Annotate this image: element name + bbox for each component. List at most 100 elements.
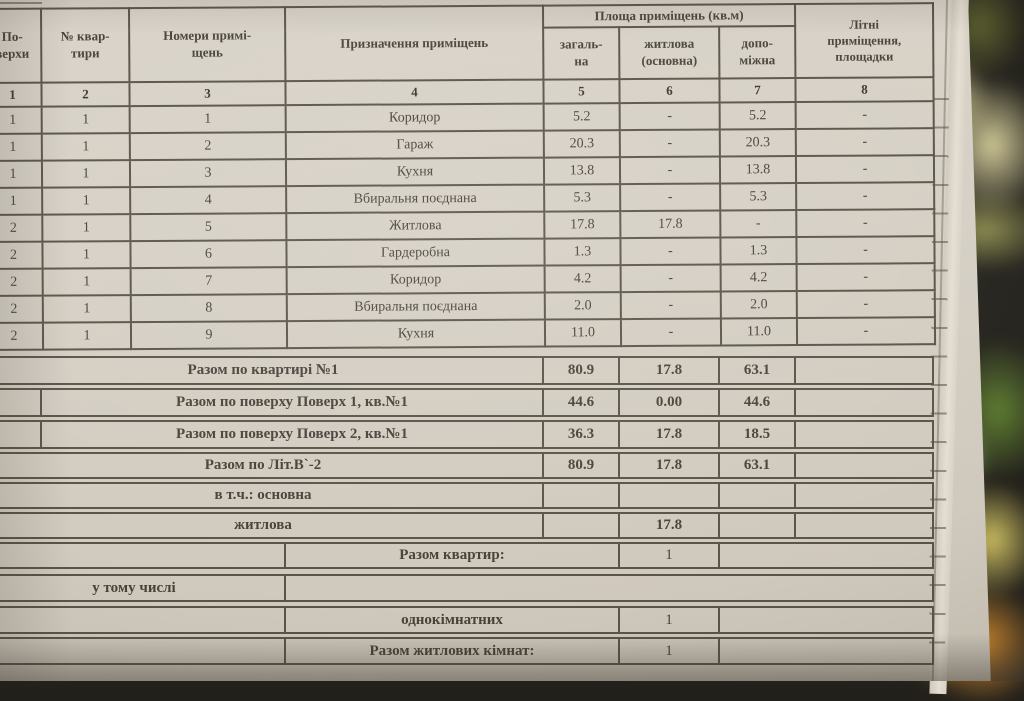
count-apartments: Разом квартир: 1 — [0, 542, 934, 569]
summary-aux — [718, 482, 796, 509]
top-edge-line — [0, 2, 42, 4]
cell-summer-area: - — [795, 155, 935, 184]
summary-total: 80.9 — [542, 452, 620, 479]
summary-total: 44.6 — [542, 388, 620, 417]
count-label: у тому числі — [0, 574, 286, 602]
summary-summer — [794, 512, 934, 539]
header-floors: По- верхи — [0, 8, 42, 83]
spacer-cell — [0, 637, 286, 665]
header-living: житлова (основна) — [619, 26, 720, 80]
col-no-7: 7 — [719, 78, 796, 103]
empty-cell — [718, 542, 934, 569]
spacer-cell — [0, 420, 42, 449]
header-room-numbers: Номери примі- щень — [129, 7, 286, 83]
count-value: 1 — [618, 637, 720, 665]
summary-living: 17.8 — [618, 356, 720, 385]
cell-purpose: Гараж — [285, 130, 544, 160]
cell-living-area: 17.8 — [620, 210, 721, 239]
cell-total-area: 2.0 — [544, 292, 621, 320]
cell-apartment: 1 — [41, 106, 130, 134]
summary-summer — [794, 482, 934, 509]
header-summer: Літні приміщення, площадки — [795, 3, 934, 79]
cell-room-number: 1 — [129, 105, 286, 134]
summary-label: житлова — [0, 512, 544, 539]
cell-aux-area: 1.3 — [720, 237, 797, 265]
cell-aux-area: 5.3 — [720, 183, 797, 211]
summary-label: Разом по поверху Поверх 2, кв.№1 — [40, 420, 544, 449]
empty-cell — [284, 574, 934, 602]
cell-living-area: - — [619, 156, 721, 185]
cell-purpose: Житлова — [286, 211, 545, 241]
col-no-6: 6 — [619, 78, 720, 104]
cell-summer-area: - — [796, 317, 936, 346]
cell-floor: 1 — [0, 160, 43, 188]
cell-floor: 2 — [0, 268, 43, 296]
header-total: загаль- на — [543, 27, 620, 80]
summary-total — [542, 482, 620, 509]
count-including: у тому числі — [0, 574, 934, 602]
cell-summer-area: - — [795, 101, 934, 130]
summary-living: 17.8 — [618, 420, 720, 449]
cell-total-area: 4.2 — [544, 265, 621, 293]
summary-aux: 63.1 — [718, 356, 796, 385]
cell-apartment: 1 — [41, 160, 131, 188]
col-no-8: 8 — [795, 77, 934, 103]
summary-floor2-total: Разом по поверху Поверх 2, кв.№1 36.3 17… — [0, 420, 934, 449]
cell-apartment: 1 — [42, 241, 131, 269]
summary-summer — [794, 452, 934, 479]
cell-floor: 2 — [0, 295, 43, 323]
count-label: Разом квартир: — [284, 542, 620, 569]
cell-floor: 1 — [0, 133, 42, 161]
cell-purpose: Вбиральня поєднана — [286, 292, 545, 322]
col-no-4: 4 — [285, 79, 544, 106]
summary-floor1-total: Разом по поверху Поверх 1, кв.№1 44.6 0.… — [0, 388, 934, 417]
cell-total-area: 1.3 — [544, 238, 621, 266]
col-no-3: 3 — [129, 81, 286, 107]
cell-purpose: Кухня — [286, 319, 546, 349]
summary-summer — [794, 356, 934, 385]
cell-apartment: 1 — [42, 268, 131, 296]
cell-aux-area: 5.2 — [719, 102, 796, 130]
cell-apartment: 1 — [42, 187, 131, 215]
header-auxiliary: допо- міжна — [719, 26, 796, 79]
cell-purpose: Вбиральня поєднана — [286, 184, 545, 214]
cell-apartment: 1 — [42, 214, 131, 242]
document-content: По- верхи № квар- тири Номери примі- щен… — [0, 3, 938, 665]
col-no-5: 5 — [543, 79, 620, 104]
summary-label: Разом по поверху Поверх 1, кв.№1 — [40, 388, 544, 417]
cell-room-number: 8 — [130, 294, 287, 323]
count-label: однокімнатних — [284, 606, 620, 634]
cell-aux-area: 2.0 — [720, 291, 797, 319]
cell-aux-area: 11.0 — [720, 318, 798, 346]
col-no-1: 1 — [0, 82, 42, 107]
header-apartment: № квар- тири — [41, 8, 130, 83]
summary-living: 17.8 — [618, 512, 720, 539]
summary-total: 80.9 — [542, 356, 620, 385]
col-no-2: 2 — [41, 82, 130, 107]
summary-apartment-total: Разом по квартирі №1 80.9 17.8 63.1 — [0, 356, 934, 385]
summary-summer — [794, 388, 934, 417]
summary-label: Разом по квартирі №1 — [0, 356, 544, 385]
count-living-rooms: Разом житлових кімнат: 1 — [0, 637, 934, 665]
cell-summer-area: - — [796, 209, 935, 238]
cell-apartment: 1 — [42, 295, 131, 323]
summary-aux: 44.6 — [718, 388, 796, 417]
cell-apartment: 1 — [41, 133, 130, 161]
cell-purpose: Гардеробна — [286, 238, 545, 268]
cell-room-number: 3 — [129, 159, 287, 188]
cell-floor: 1 — [0, 187, 43, 215]
summary-label: Разом по Літ.В`-2 — [0, 452, 544, 479]
count-one-room: однокімнатних 1 — [0, 606, 934, 634]
cell-total-area: 13.8 — [543, 157, 621, 185]
cell-room-number: 9 — [130, 321, 288, 350]
summary-living: 17.8 — [618, 452, 720, 479]
header-area-group: Площа приміщень (кв.м) — [542, 4, 796, 28]
spacer-cell — [0, 606, 286, 634]
cell-living-area: - — [620, 318, 722, 347]
empty-cell — [718, 606, 934, 634]
area-table: По- верхи № квар- тири Номери примі- щен… — [0, 2, 936, 351]
summary-including-main: в т.ч.: основна — [0, 482, 934, 509]
spacer-cell — [0, 388, 42, 417]
count-value: 1 — [618, 542, 720, 569]
cell-summer-area: - — [796, 236, 935, 265]
